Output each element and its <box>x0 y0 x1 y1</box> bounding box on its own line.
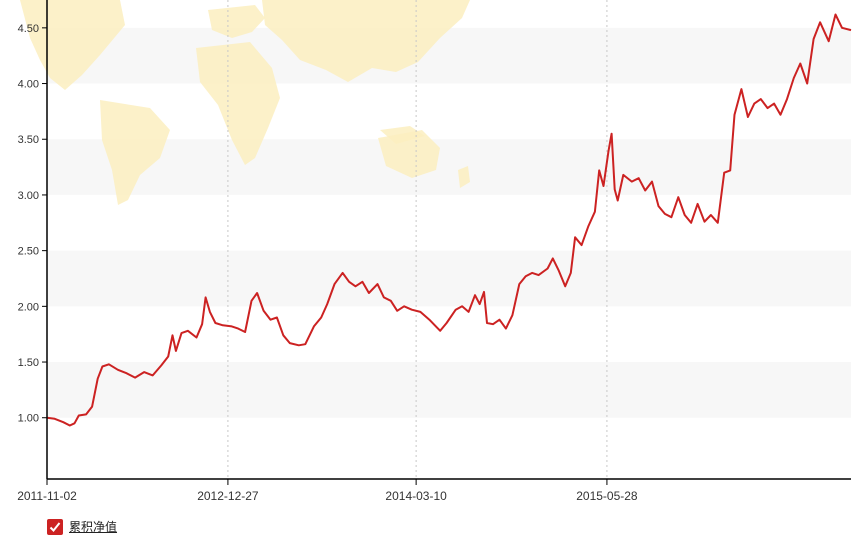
x-axis-ticks: 2011-11-02 2012-12-27 2014-03-10 2015-05-28 <box>17 479 638 503</box>
legend-label[interactable]: 累积净值 <box>69 520 118 534</box>
grid-band <box>47 362 851 418</box>
y-tick-label: 4.00 <box>18 79 39 91</box>
legend: 累积净值 <box>47 518 117 535</box>
map-south-america <box>100 100 170 205</box>
x-tick-label: 2015-05-28 <box>576 489 638 503</box>
grid-band <box>47 139 851 195</box>
series-line <box>46 13 852 427</box>
y-tick-label: 2.50 <box>18 246 39 258</box>
y-axis-ticks: 1.00 1.50 2.00 2.50 3.00 3.50 4.00 4.50 <box>18 23 47 425</box>
y-tick-label: 1.50 <box>18 357 39 369</box>
x-tick-label: 2012-12-27 <box>197 489 259 503</box>
y-tick-label: 2.00 <box>18 301 39 313</box>
grid-bands <box>47 27 851 418</box>
legend-checkbox[interactable] <box>47 518 63 535</box>
y-tick-label: 1.00 <box>18 413 39 425</box>
grid-band <box>47 27 851 84</box>
world-map-watermark <box>20 0 470 205</box>
x-tick-label: 2011-11-02 <box>17 489 77 503</box>
map-europe <box>208 5 265 38</box>
x-tick-label: 2014-03-10 <box>385 489 447 503</box>
grid-band <box>47 250 851 307</box>
y-tick-label: 3.00 <box>18 190 39 202</box>
map-new-zealand <box>458 166 470 188</box>
map-africa <box>196 42 280 165</box>
map-australia <box>378 130 440 178</box>
y-tick-label: 4.50 <box>18 23 39 35</box>
y-tick-label: 3.50 <box>18 134 39 146</box>
map-asia <box>262 0 470 82</box>
checkbox-checked-icon <box>49 521 61 532</box>
